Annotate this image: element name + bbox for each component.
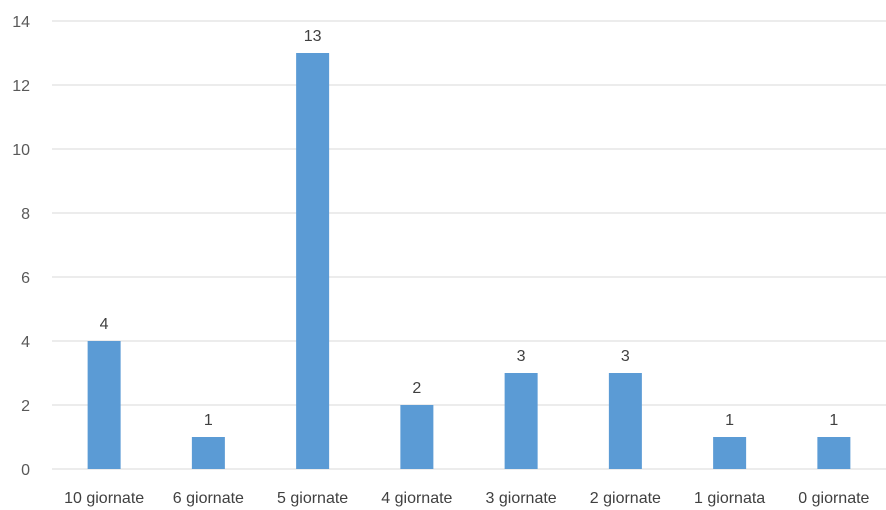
bar bbox=[713, 437, 747, 469]
category-label: 4 giornate bbox=[381, 490, 452, 507]
y-axis-tick-labels: 0 2 4 6 8 10 12 14 bbox=[12, 14, 30, 479]
category-label: 2 giornate bbox=[590, 490, 661, 507]
y-tick-label: 6 bbox=[21, 270, 30, 287]
category-label: 10 giornate bbox=[64, 490, 144, 507]
gridlines bbox=[52, 20, 886, 470]
category-label: 0 giornate bbox=[798, 490, 869, 507]
data-label: 1 bbox=[725, 412, 734, 429]
data-label: 3 bbox=[621, 348, 630, 365]
category-label: 1 giornata bbox=[694, 490, 765, 507]
y-tick-label: 4 bbox=[21, 334, 30, 351]
data-label: 1 bbox=[204, 412, 213, 429]
data-label: 2 bbox=[412, 380, 421, 397]
y-tick-label: 10 bbox=[12, 142, 30, 159]
y-tick-label: 8 bbox=[21, 206, 30, 223]
y-tick-label: 2 bbox=[21, 398, 30, 415]
data-label: 3 bbox=[517, 348, 526, 365]
bar bbox=[817, 437, 851, 469]
y-tick-label: 0 bbox=[21, 462, 30, 479]
data-label: 4 bbox=[100, 316, 109, 333]
bar bbox=[504, 373, 538, 469]
bar bbox=[296, 53, 330, 469]
category-label: 3 giornate bbox=[486, 490, 557, 507]
data-label: 13 bbox=[304, 28, 322, 45]
bar bbox=[400, 405, 434, 469]
data-labels: 4 1 13 2 3 3 1 1 bbox=[100, 28, 839, 429]
bar bbox=[608, 373, 642, 469]
data-label: 1 bbox=[829, 412, 838, 429]
category-label: 5 giornate bbox=[277, 490, 348, 507]
bar bbox=[191, 437, 225, 469]
x-axis-category-labels: 10 giornate 6 giornate 5 giornate 4 giornat… bbox=[64, 490, 869, 507]
category-label: 6 giornate bbox=[173, 490, 244, 507]
y-tick-label: 14 bbox=[12, 14, 30, 31]
bar bbox=[87, 341, 121, 469]
bars bbox=[87, 53, 851, 469]
y-tick-label: 12 bbox=[12, 78, 30, 95]
